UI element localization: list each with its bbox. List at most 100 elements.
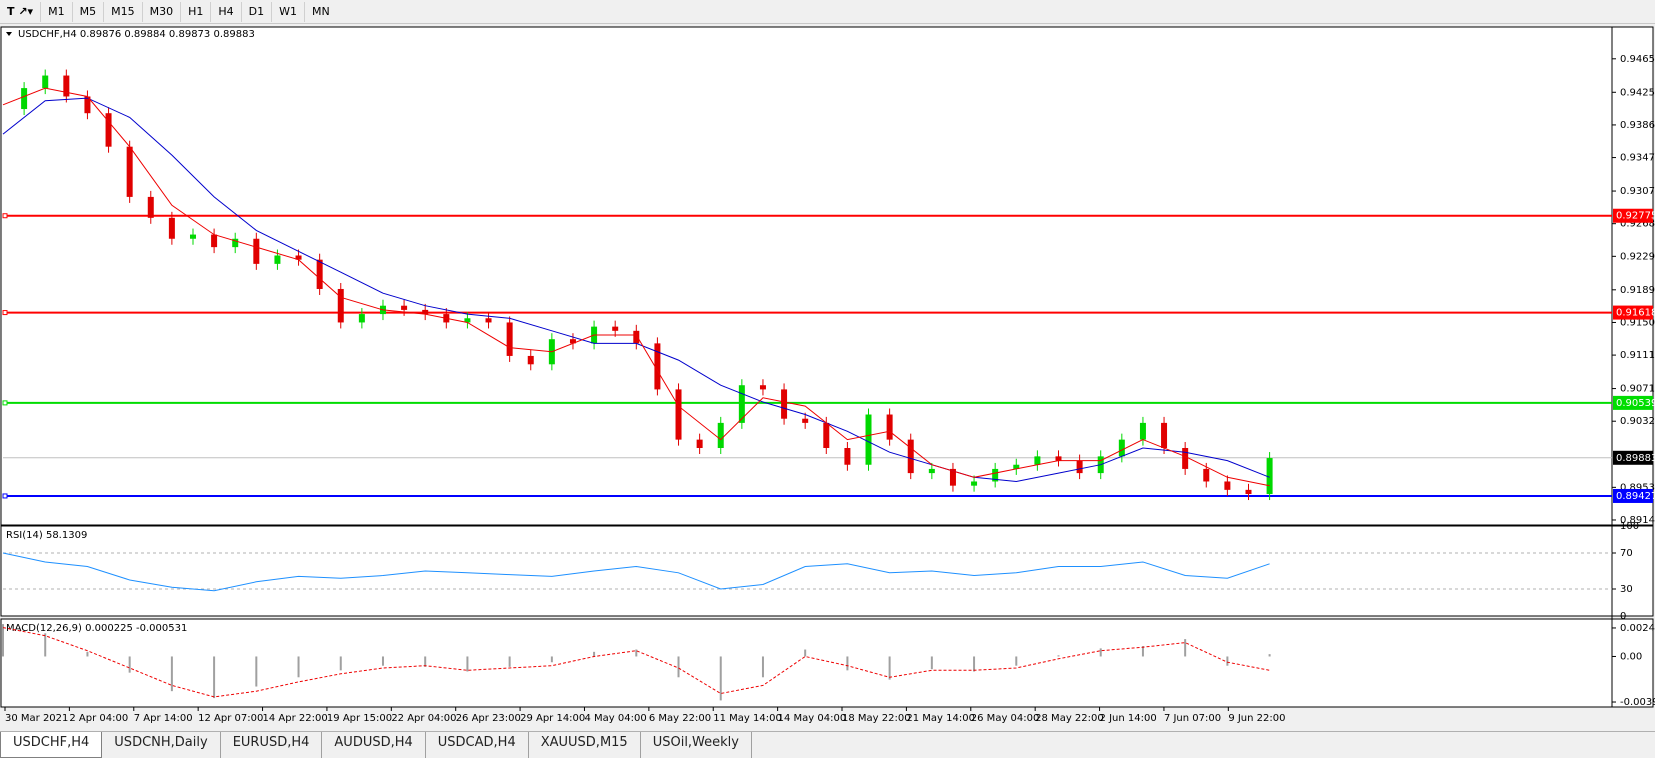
- macd-bar: [888, 656, 891, 680]
- panel: [0, 525, 1654, 617]
- moving-average: [2, 87, 1270, 487]
- y-tick-label: 100: [1620, 521, 1639, 532]
- candle: [358, 314, 365, 323]
- macd-bar: [1015, 656, 1018, 666]
- macd-bar: [508, 656, 511, 667]
- x-tick-label: 18 May 22:00: [842, 713, 911, 724]
- candle: [506, 322, 513, 356]
- macd-bar: [593, 651, 596, 657]
- candle: [42, 75, 49, 89]
- macd-bar: [677, 656, 680, 678]
- macd-bar: [761, 656, 764, 678]
- y-tick-label: 0.002465: [1620, 623, 1655, 634]
- macd-bar: [930, 656, 933, 670]
- candle: [105, 113, 112, 147]
- candle: [147, 196, 154, 218]
- candle: [168, 217, 175, 239]
- timeframe-button[interactable]: M15: [103, 1, 142, 22]
- candle: [1203, 468, 1210, 482]
- macd-bar: [339, 656, 342, 671]
- level-handle: [2, 310, 8, 316]
- x-tick-label: 2 Apr 04:00: [69, 713, 128, 724]
- timeframe-button[interactable]: M5: [71, 1, 104, 22]
- y-tick-label: 70: [1620, 548, 1633, 559]
- candle: [232, 238, 239, 248]
- macd-bar: [846, 656, 849, 671]
- chart-tab[interactable]: USDCAD,H4: [426, 732, 529, 758]
- x-tick-label: 6 May 22:00: [649, 713, 711, 724]
- chart-tab[interactable]: XAUUSD,M15: [529, 732, 641, 758]
- macd-bar: [86, 651, 89, 657]
- x-tick-label: 9 Jun 22:00: [1228, 713, 1285, 724]
- candle: [126, 146, 133, 197]
- candle: [1076, 460, 1083, 474]
- macd-signal: [2, 627, 1270, 698]
- candle: [295, 255, 302, 260]
- y-tick-label: 0.89140: [1620, 515, 1655, 526]
- x-tick-label: 22 Apr 04:00: [391, 713, 456, 724]
- level-handle: [2, 400, 8, 406]
- timeframe-button[interactable]: M30: [141, 1, 181, 22]
- candle: [189, 234, 196, 239]
- current-price-label: 0.89883: [1616, 453, 1655, 464]
- candle: [949, 468, 956, 486]
- level-box: [1613, 488, 1653, 503]
- candle: [84, 96, 91, 114]
- candle: [274, 255, 281, 264]
- x-tick-label: 4 May 04:00: [584, 713, 646, 724]
- candle: [485, 318, 492, 323]
- macd-bar: [719, 656, 722, 701]
- macd-bar: [170, 656, 173, 692]
- candle: [63, 75, 70, 97]
- indicator-title: RSI(14) 58.1309: [6, 530, 87, 541]
- candle: [1013, 464, 1020, 469]
- current-price-box: [1613, 450, 1653, 465]
- level-label: 0.92775: [1616, 211, 1655, 222]
- x-tick-label: 14 May 04:00: [778, 713, 847, 724]
- timeframe-button[interactable]: MN: [303, 1, 337, 22]
- y-tick-label: -0.003939: [1620, 697, 1655, 708]
- timeframe-button[interactable]: D1: [240, 1, 271, 22]
- x-tick-label: 7 Jun 07:00: [1164, 713, 1221, 724]
- x-tick-label: 26 May 04:00: [971, 713, 1040, 724]
- candle: [717, 422, 724, 448]
- level-handle: [2, 493, 8, 499]
- candle: [675, 389, 682, 440]
- chart-tab[interactable]: USOil,Weekly: [641, 732, 752, 758]
- macd-bar: [1226, 656, 1229, 666]
- candle: [1118, 439, 1125, 457]
- candle: [1182, 447, 1189, 469]
- candle: [253, 238, 260, 264]
- timeframe-button[interactable]: H4: [210, 1, 240, 22]
- candle: [759, 385, 766, 390]
- chart-tabs: USDCHF,H4 USDCNH,Daily EURUSD,H4 AUDUSD,H4 U…: [0, 731, 1655, 758]
- candle: [654, 343, 661, 390]
- x-tick-label: 28 May 22:00: [1035, 713, 1104, 724]
- candle: [781, 389, 788, 419]
- chart-tab[interactable]: AUDUSD,H4: [322, 732, 426, 758]
- y-tick-label: 0.9229: [1620, 251, 1655, 262]
- candle: [633, 330, 640, 344]
- timeframe-button[interactable]: M1: [40, 1, 72, 22]
- candle: [844, 447, 851, 465]
- chart-tab[interactable]: USDCHF,H4: [0, 732, 103, 758]
- timeframe-button[interactable]: H1: [180, 1, 210, 22]
- candle: [21, 88, 28, 110]
- timeframe-button[interactable]: W1: [271, 1, 304, 22]
- chart-tab[interactable]: EURUSD,H4: [221, 732, 323, 758]
- tool-icon[interactable]: T ↗▾: [7, 4, 34, 18]
- x-tick-label: 29 Apr 14:00: [520, 713, 585, 724]
- level-label: 0.89427: [1616, 491, 1655, 502]
- macd-bar: [213, 656, 216, 699]
- chart-tab[interactable]: USDCNH,Daily: [102, 732, 221, 758]
- chart-title: USDCHF,H4 0.89876 0.89884 0.89873 0.8988…: [18, 29, 255, 40]
- panel: [0, 618, 1654, 708]
- x-tick-label: 2 Jun 14:00: [1100, 713, 1157, 724]
- level-box: [1613, 208, 1653, 223]
- x-tick-label: 7 Apr 14:00: [134, 713, 193, 724]
- candle: [1055, 456, 1062, 461]
- macd-bar: [128, 656, 131, 673]
- level-box: [1613, 395, 1653, 410]
